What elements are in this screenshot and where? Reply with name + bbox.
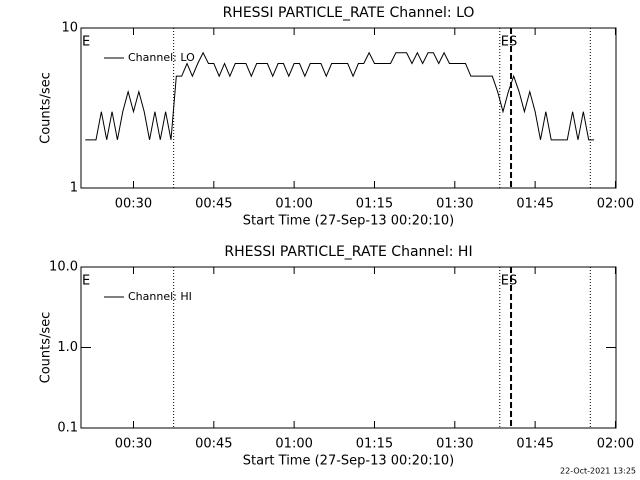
annotation: ES — [501, 274, 517, 289]
x-axis-label: Start Time (27-Sep-13 00:20:10) — [243, 214, 454, 229]
x-tick-label: 01:15 — [356, 197, 393, 212]
annotation: E — [82, 35, 90, 50]
y-axis-label: Counts/sec — [39, 72, 54, 144]
x-tick-label: 02:00 — [597, 197, 634, 212]
plot-frame — [80, 27, 617, 189]
x-tick-label: 00:30 — [115, 437, 152, 452]
y-axis-label: Counts/sec — [39, 312, 54, 384]
legend-label: Channel: HI — [128, 290, 192, 303]
x-tick-label: 02:00 — [597, 437, 634, 452]
x-tick-label: 00:30 — [115, 197, 152, 212]
x-tick-label: 01:30 — [436, 437, 473, 452]
x-tick-label: 01:45 — [516, 437, 553, 452]
footer: 22-Oct-2021 13:25 — [560, 467, 636, 476]
y-tick-label: 1 — [70, 181, 78, 196]
x-tick-label: 01:30 — [436, 197, 473, 212]
chart-title: RHESSI PARTICLE_RATE Channel: HI — [224, 244, 472, 260]
chart-title: RHESSI PARTICLE_RATE Channel: LO — [223, 5, 475, 21]
x-tick-label: 01:00 — [275, 197, 312, 212]
x-tick-label: 01:15 — [356, 437, 393, 452]
data-line — [85, 51, 595, 141]
x-tick-label: 01:00 — [275, 437, 312, 452]
y-tick-label: 0.1 — [57, 421, 78, 436]
x-tick-label: 00:45 — [195, 437, 232, 452]
annotation: ES — [501, 35, 517, 50]
y-tick-label: 10.0 — [49, 260, 78, 275]
x-axis-label: Start Time (27-Sep-13 00:20:10) — [243, 454, 454, 469]
legend-label: Channel: LO — [128, 51, 195, 64]
y-tick-label: 10 — [61, 21, 78, 36]
x-tick-label: 00:45 — [195, 197, 232, 212]
y-tick-label: 1.0 — [57, 340, 78, 355]
x-tick-label: 01:45 — [516, 197, 553, 212]
annotation: E — [82, 274, 90, 289]
